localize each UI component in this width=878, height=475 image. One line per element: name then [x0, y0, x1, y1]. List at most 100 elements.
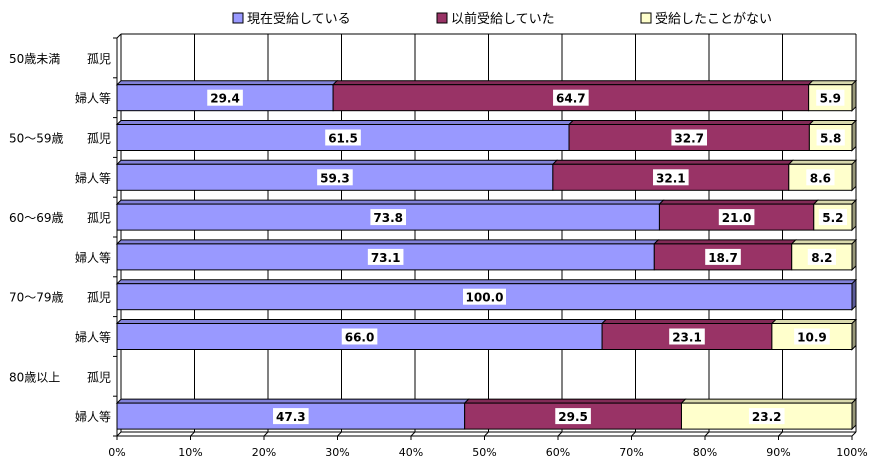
data-label: 5.8: [820, 132, 841, 146]
bar-segment-top: [115, 80, 339, 86]
legend-swatch: [436, 12, 448, 24]
data-label: 61.5: [328, 132, 358, 146]
row-label: 孤児: [87, 52, 111, 66]
data-label-bg: [816, 89, 845, 106]
data-label: 8.2: [811, 251, 832, 265]
bar-segment-top: [790, 239, 858, 245]
bar-side: [851, 278, 857, 311]
data-label-bg: [816, 129, 845, 146]
bar-segment: [552, 163, 790, 191]
bar-segment-top: [115, 319, 608, 324]
bar-segment-top: [115, 159, 559, 165]
bar-segment-top: [812, 199, 858, 205]
gridline-floor: [631, 431, 636, 437]
gridline-floor: [484, 431, 489, 437]
bar-segment-top: [115, 279, 858, 285]
legend-label: 現在受給している: [247, 12, 351, 27]
x-tick-label: 80%: [693, 446, 717, 459]
data-label: 29.5: [558, 410, 588, 424]
bar-segment-top: [658, 199, 819, 205]
bar-segment-top: [600, 319, 778, 324]
bar-side: [851, 159, 857, 192]
data-label-bg: [273, 408, 309, 425]
data-label: 23.2: [752, 410, 782, 424]
row-label: 婦人等: [75, 330, 111, 345]
x-tick-label: 60%: [546, 446, 570, 459]
data-label-bg: [367, 248, 404, 265]
bar-side: [851, 397, 857, 431]
bar-segment-top: [331, 80, 814, 86]
gridline-floor: [778, 431, 783, 437]
bar-segment-top: [567, 120, 815, 125]
bar-segment-top: [463, 398, 687, 404]
bar-segment-top: [787, 159, 858, 165]
data-label-bg: [370, 209, 407, 226]
gridline-floor: [851, 431, 857, 437]
data-label-bg: [325, 129, 361, 146]
bar-segment-top: [115, 398, 470, 404]
data-label: 5.2: [822, 211, 843, 225]
data-label: 8.6: [810, 171, 831, 185]
bar-segment-top: [115, 239, 660, 245]
x-tick-label: 30%: [325, 446, 349, 459]
x-tick-label: 90%: [766, 446, 790, 459]
x-tick-label: 40%: [399, 446, 423, 459]
row-label: 孤児: [87, 132, 111, 146]
data-label: 5.9: [820, 92, 841, 106]
x-tick-label: 50%: [472, 446, 496, 459]
data-label: 18.7: [708, 251, 738, 265]
data-label: 47.3: [276, 410, 306, 424]
gridline-floor: [190, 431, 195, 437]
data-label: 73.8: [373, 211, 403, 225]
bar-segment-top: [551, 159, 794, 165]
x-tick-label: 100%: [836, 446, 867, 459]
bar-segment-top: [807, 80, 858, 86]
row-label: 婦人等: [75, 91, 111, 106]
row-label: 孤児: [87, 211, 111, 225]
row-label: 婦人等: [75, 250, 111, 265]
row-label: 婦人等: [75, 170, 111, 185]
data-label: 66.0: [345, 331, 375, 345]
row-group-label: 50歳未満: [9, 52, 60, 66]
data-label-bg: [553, 89, 589, 106]
data-label-bg: [653, 169, 689, 186]
bar-segment-top: [770, 319, 858, 324]
gridline-floor: [337, 431, 342, 437]
row-label: 孤児: [87, 291, 111, 305]
row-group-label: 70～79歳: [9, 291, 64, 305]
x-tick-label: 10%: [178, 446, 202, 459]
bar-segment-top: [115, 199, 665, 205]
row-group-label: 80歳以上: [9, 370, 60, 384]
data-label-bg: [748, 408, 785, 425]
data-label: 32.1: [656, 171, 686, 185]
x-tick-label: 20%: [252, 446, 276, 459]
data-label-bg: [705, 248, 741, 265]
bar-segment: [680, 402, 853, 430]
legend-label: 受給したことがない: [655, 12, 772, 27]
bar-side: [851, 318, 857, 351]
gridline-floor: [263, 431, 269, 437]
data-label: 64.7: [556, 92, 586, 106]
gridline-floor: [557, 431, 563, 437]
data-label-bg: [807, 248, 836, 265]
data-label: 100.0: [466, 291, 504, 305]
bar-segment-top: [808, 120, 858, 125]
data-label-bg: [794, 328, 830, 345]
bar-segment: [116, 402, 466, 430]
data-label: 23.1: [672, 331, 702, 345]
data-label-bg: [669, 328, 705, 345]
data-label: 21.0: [722, 211, 752, 225]
row-group-label: 50～59歳: [9, 132, 64, 146]
bar-segment-top: [115, 120, 575, 125]
legend-swatch: [232, 12, 244, 24]
data-label-bg: [671, 129, 707, 146]
bar-side: [851, 198, 857, 232]
legend-label: 以前受給していた: [451, 11, 555, 27]
data-label-bg: [317, 169, 353, 186]
gridline-floor: [116, 431, 122, 437]
x-tick-label: 70%: [619, 446, 643, 459]
data-label-bg: [341, 328, 378, 345]
bar-side: [851, 238, 857, 272]
